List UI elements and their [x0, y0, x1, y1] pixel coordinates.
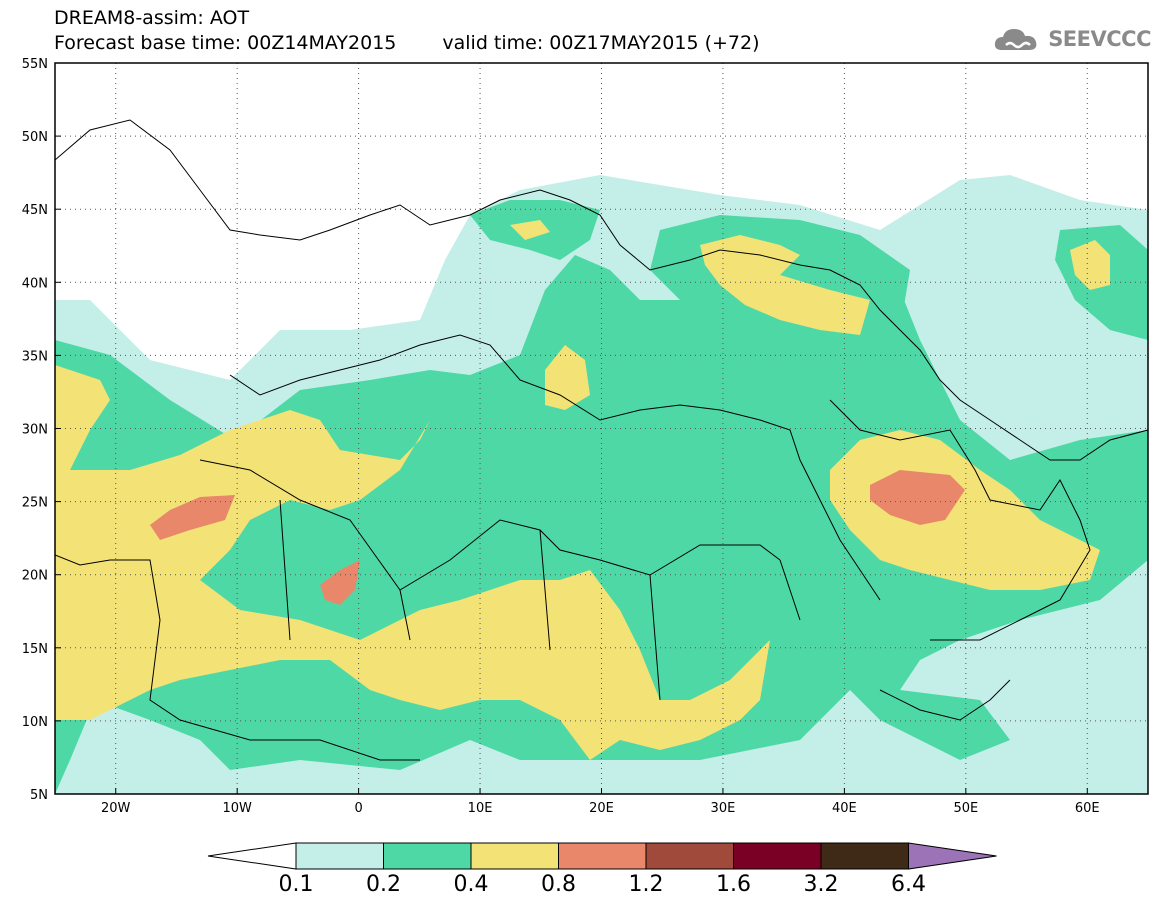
aot-band-0.4-anatolia	[700, 235, 870, 335]
grid-lines	[55, 63, 1148, 794]
seevccc-logo: SEEVCCC	[992, 24, 1151, 54]
colorbar-label: 1.2	[628, 872, 664, 897]
longitude-labels: 20W 10W 0 10E 20E 30E 40E 50E 60E	[101, 788, 1100, 816]
aot-map: 55N 50N 45N 40N 35N 30N 25N 20N 15N 10N 5N 20W 10W 0…	[22, 57, 1149, 816]
lat-label: 5N	[30, 788, 48, 803]
lon-label: 20E	[589, 801, 614, 816]
lat-label: 55N	[22, 57, 48, 72]
valid-time: valid time: 00Z17MAY2015 (+72)	[442, 32, 760, 54]
aot-band-0.8-arabia	[870, 470, 965, 525]
lon-label: 0	[354, 801, 362, 816]
time-line: Forecast base time: 00Z14MAY2015 valid ti…	[54, 31, 760, 56]
lat-label: 45N	[22, 203, 48, 218]
lat-label: 40N	[22, 276, 48, 291]
arabia-coast	[829, 399, 1091, 641]
african-coastline	[229, 334, 881, 601]
lon-label: 10W	[222, 801, 252, 816]
base-time: Forecast base time: 00Z14MAY2015	[54, 32, 397, 54]
aot-band-0.4-arabia	[830, 430, 1100, 590]
lat-label: 25N	[22, 496, 48, 511]
country-borders	[55, 119, 1148, 761]
lat-label: 30N	[22, 423, 48, 438]
lat-label: 20N	[22, 569, 48, 584]
lat-label: 50N	[22, 130, 48, 145]
saharan-borders	[199, 459, 781, 591]
lon-label: 40E	[832, 801, 857, 816]
colorbar-label: 0.8	[541, 872, 576, 897]
lat-label: 10N	[22, 715, 48, 730]
colorbar-label: 0.4	[453, 872, 489, 897]
lon-label: 30E	[711, 801, 736, 816]
border-segments	[279, 499, 801, 701]
lat-label: 35N	[22, 349, 48, 364]
map-header: DREAM8-assim: AOT Forecast base time: 00…	[54, 6, 760, 56]
logo-text: SEEVCCC	[1048, 27, 1151, 51]
colorbar-label: 0.2	[366, 872, 401, 897]
lon-label: 50E	[953, 801, 978, 816]
northern-coastline	[55, 119, 1148, 461]
lon-label: 60E	[1075, 801, 1100, 816]
aot-band-0.8-mali	[320, 560, 360, 605]
latitude-labels: 55N 50N 45N 40N 35N 30N 25N 20N 15N 10N 5N	[22, 57, 61, 803]
lon-label: 10E	[468, 801, 493, 816]
colorbar-label: 6.4	[891, 872, 926, 897]
lat-label: 15N	[22, 642, 48, 657]
cloud-icon	[995, 29, 1037, 50]
aot-band-0.8-mauritania	[150, 495, 235, 540]
model-title: DREAM8-assim: AOT	[54, 7, 250, 29]
aot-field	[55, 175, 1148, 794]
west-africa-coast	[55, 554, 420, 761]
aot-band-0.4-croatia	[510, 220, 550, 240]
colorbar-label: 0.1	[278, 872, 314, 897]
colorbar-label: 1.6	[716, 872, 751, 897]
colorbar-label: 3.2	[803, 872, 839, 897]
aot-band-0.4-sahara	[55, 365, 770, 760]
lon-label: 20W	[101, 801, 131, 816]
somalia-coast	[879, 679, 1011, 721]
aot-band-0.4-caspian	[1070, 240, 1110, 290]
